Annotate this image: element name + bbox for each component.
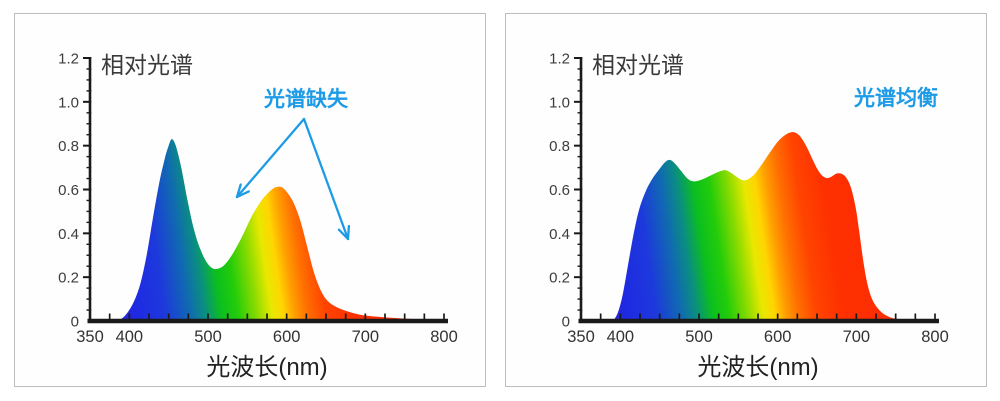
spectrum-panel-deficient: 0 0.2 0.4 0.6 0.8 1.0 1.2 350 400 500 600 700 800 相对… — [14, 13, 486, 387]
x-tick-label: 800 — [921, 328, 949, 346]
x-tick-label: 400 — [116, 328, 144, 346]
annotation-spectrum-missing: 光谱缺失 — [263, 87, 349, 111]
annotation-arrows — [235, 117, 351, 241]
x-tick-label: 600 — [764, 328, 792, 346]
y-tick-label: 1.0 — [549, 94, 570, 111]
y-tick-label: 0.8 — [58, 138, 79, 155]
x-tick-label: 600 — [273, 328, 301, 346]
x-tick-label: 700 — [843, 328, 871, 346]
x-tick-label: 350 — [76, 328, 104, 346]
y-tick-label: 0.6 — [58, 182, 79, 199]
spectrum-chart-balanced: 0 0.2 0.4 0.6 0.8 1.0 1.2 350 400 500 600 700 800 相对… — [549, 51, 949, 382]
y-tick-label: 0.2 — [549, 270, 570, 287]
spectrum-panel-balanced: 0 0.2 0.4 0.6 0.8 1.0 1.2 350 400 500 600 700 800 相对… — [505, 13, 987, 387]
x-axis-label: 光波长(nm) — [206, 354, 327, 381]
arrowhead-icon — [235, 183, 250, 199]
y-tick-label: 1.2 — [549, 51, 570, 68]
y-tick-label: 0 — [562, 314, 570, 331]
x-tick-label: 700 — [352, 328, 380, 346]
x-tick-label: 350 — [567, 328, 595, 346]
y-tick-label: 1.0 — [58, 94, 79, 111]
arrow-line — [302, 117, 350, 241]
y-tick-label: 0.4 — [549, 226, 570, 243]
x-axis-label: 光波长(nm) — [697, 354, 818, 381]
annotation-spectrum-balanced: 光谱均衡 — [853, 86, 938, 110]
y-tick-label: 0.2 — [58, 270, 79, 287]
x-tick-label: 500 — [685, 328, 713, 346]
y-tick-label: 0.4 — [58, 226, 79, 243]
x-tick-label: 400 — [607, 328, 635, 346]
spectrum-area — [613, 132, 906, 321]
y-tick-label: 0.6 — [549, 182, 570, 199]
chart-title: 相对光谱 — [101, 52, 193, 78]
arrow-line — [235, 117, 306, 199]
spectrum-chart-deficient: 0 0.2 0.4 0.6 0.8 1.0 1.2 350 400 500 600 700 800 相对… — [58, 51, 458, 382]
x-tick-label: 500 — [194, 328, 222, 346]
arrowhead-icon — [337, 224, 351, 241]
spectrum-area — [115, 139, 445, 321]
y-tick-label: 0 — [71, 314, 79, 331]
x-tick-label: 800 — [430, 328, 458, 346]
chart-title: 相对光谱 — [592, 52, 684, 78]
y-tick-label: 1.2 — [58, 51, 79, 68]
y-tick-label: 0.8 — [549, 138, 570, 155]
